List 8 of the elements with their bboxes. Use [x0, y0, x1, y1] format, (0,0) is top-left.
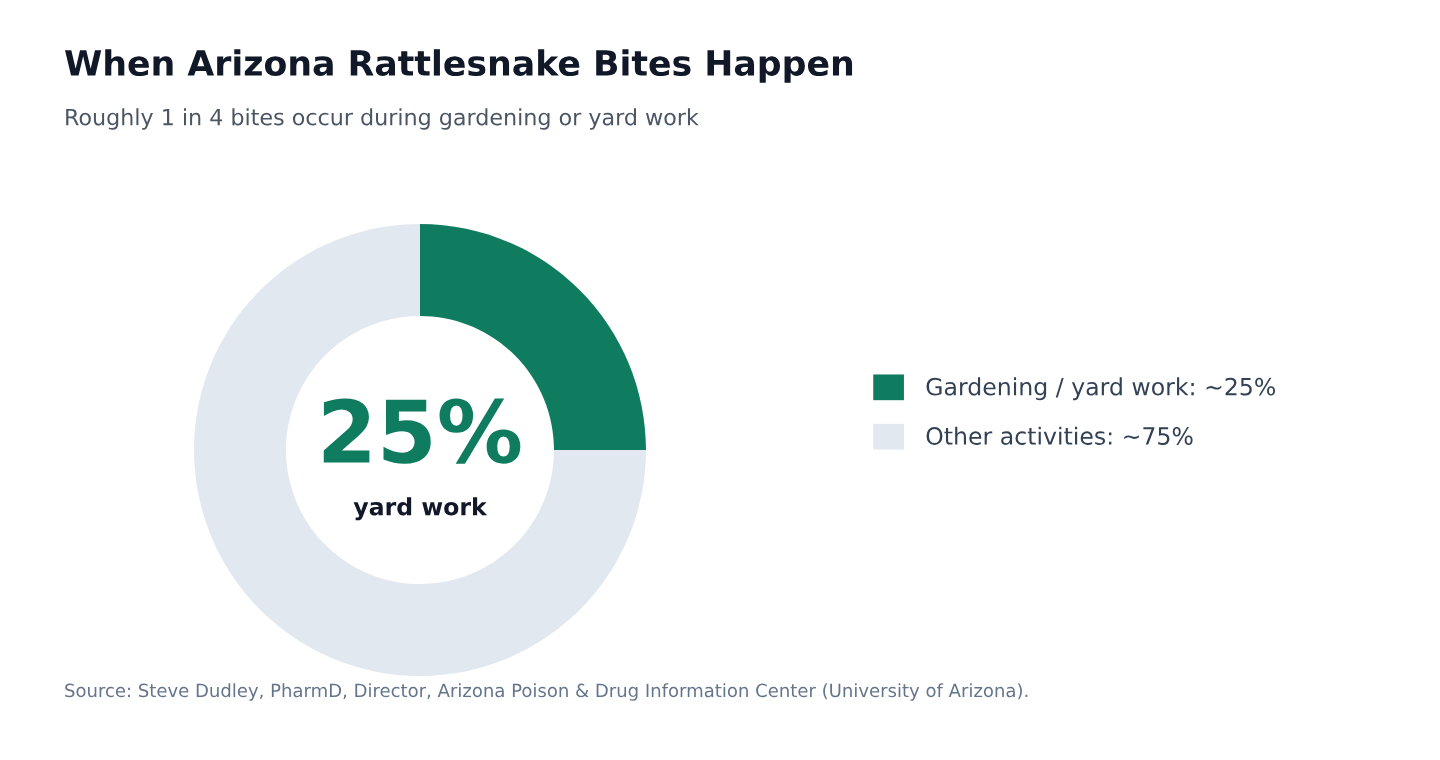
text: 25%: [323, 398, 521, 464]
donut-slice: [194, 224, 646, 676]
text: yard work: [353, 497, 488, 521]
legend-label: Gardening / yard work: ~25%: [926, 377, 1275, 401]
source-note: Source: Steve Dudley, PharmD, Director, Arizona Poison & Drug Information Center (University of Arizona).: [65, 683, 1028, 701]
chart-subtitle: Roughly 1 in 4 bites occur during gardening or yard work: [66, 108, 699, 130]
legend-label: Other activities: ~75%: [926, 426, 1193, 445]
chart-title: When Arizona Rattlesnake Bites Happen: [65, 49, 853, 83]
